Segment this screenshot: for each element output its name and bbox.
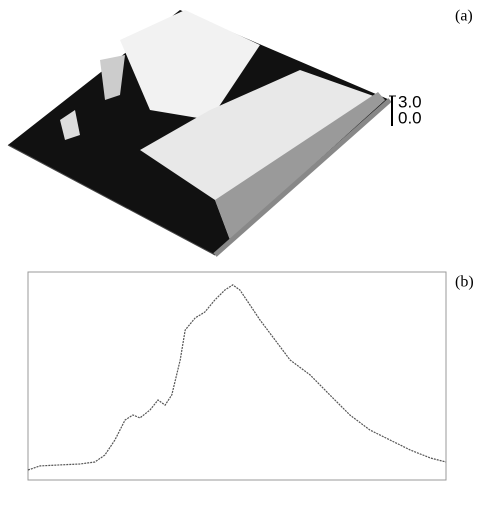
- surface-shadow: [215, 92, 385, 240]
- surface-edge: [7, 144, 216, 256]
- surface-edge: [213, 98, 392, 257]
- scale-top: 3.0: [398, 92, 422, 111]
- surface-ridge: [140, 70, 385, 240]
- panel-label: (a): [455, 8, 473, 25]
- panel-label: (b): [455, 274, 474, 291]
- scale-bar: [389, 95, 396, 126]
- surface-bump: [100, 55, 125, 100]
- surface-bump: [60, 110, 80, 140]
- afm-surface: [7, 10, 392, 257]
- surface-highlight: [120, 10, 260, 120]
- spectrum-line: [27, 284, 447, 471]
- scale-bottom: 0.0: [398, 108, 422, 127]
- plot-frame: [27, 271, 447, 481]
